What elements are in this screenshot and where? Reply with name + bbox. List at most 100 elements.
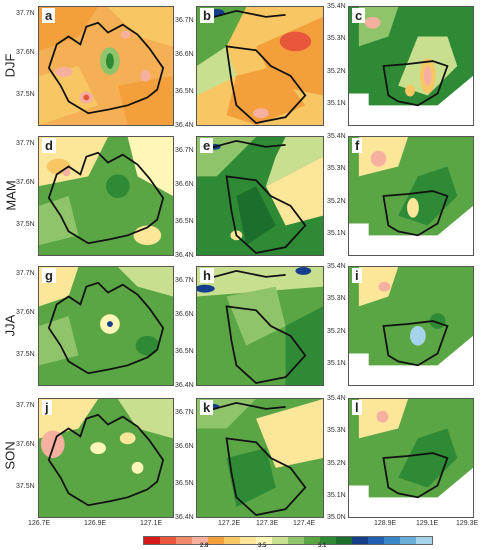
lat-tick: 35.1N (327, 492, 346, 499)
colorbar-swatch (208, 537, 224, 544)
lat-tick: 35.2N (327, 328, 346, 335)
lat-tick: 35.2N (327, 68, 346, 75)
map-panel-e: e (196, 136, 324, 256)
panel-label-h: h (200, 268, 214, 283)
panel-label-c: c (352, 8, 366, 23)
lat-tick: 36.5N (175, 480, 194, 487)
colorbar-label-mid: 3.5 (258, 543, 267, 549)
colorbar-swatch (176, 537, 192, 544)
map-panel-a: a (38, 6, 174, 126)
colorbar-label-high: 5.1 (318, 543, 327, 549)
lon-tick: 127.4E (293, 520, 316, 527)
lat-tick: 36.7N (175, 409, 194, 416)
lon-tick: 127.2E (218, 520, 241, 527)
lat-tick: 36.4N (175, 252, 194, 259)
colorbar-swatch (336, 537, 352, 544)
map-panel-j: j (38, 398, 174, 518)
colorbar-swatch (160, 537, 176, 544)
lat-tick: 35.2N (327, 460, 346, 467)
colorbar-label-low: 2.8 (200, 543, 209, 549)
lat-tick: 36.5N (175, 218, 194, 225)
lon-tick: 129.3E (456, 520, 479, 527)
panel-label-k: k (200, 400, 214, 415)
panel-label-d: d (42, 138, 56, 153)
season-label-djf: DJF (2, 53, 18, 78)
lat-tick: 37.5N (16, 483, 35, 490)
map-panel-c: c (348, 6, 474, 126)
colorbar-swatch (384, 537, 400, 544)
colorbar-swatch (416, 537, 432, 544)
panel-label-l: l (352, 400, 362, 415)
lat-tick: 37.5N (16, 91, 35, 98)
panel-label-g: g (42, 268, 56, 283)
lat-tick: 35.4N (327, 395, 346, 402)
lat-tick: 37.6N (16, 49, 35, 56)
lat-tick: 37.5N (16, 351, 35, 358)
lat-tick: 37.6N (16, 441, 35, 448)
map-panel-i: i (348, 266, 474, 386)
lat-tick: 37.7N (16, 140, 35, 147)
map-panel-k: k (196, 398, 324, 518)
map-panel-d: d (38, 136, 174, 256)
map-panel-f: f (348, 136, 474, 256)
lon-tick: 126.7E (28, 520, 51, 527)
panel-label-i: i (352, 268, 362, 283)
lat-tick: 35.4N (327, 3, 346, 10)
colorbar-swatch (400, 537, 416, 544)
lat-tick: 35.2N (327, 198, 346, 205)
panel-label-j: j (42, 400, 52, 415)
colorbar-swatch (352, 537, 368, 544)
map-panel-h: h (196, 266, 324, 386)
lat-tick: 36.6N (175, 51, 194, 58)
lat-tick: 36.7N (175, 17, 194, 24)
lat-tick: 36.4N (175, 514, 194, 521)
panel-label-e: e (200, 138, 214, 153)
lat-tick: 36.7N (175, 277, 194, 284)
lat-tick: 35.1N (327, 360, 346, 367)
lat-tick: 36.5N (175, 88, 194, 95)
lat-tick: 36.5N (175, 348, 194, 355)
colorbar-swatch (272, 537, 288, 544)
lat-tick: 36.4N (175, 382, 194, 389)
panel-label-f: f (352, 138, 363, 153)
colorbar-swatch (304, 537, 320, 544)
lat-tick: 35.3N (327, 427, 346, 434)
colorbar-swatch (368, 537, 384, 544)
colorbar-swatch (240, 537, 256, 544)
lat-tick: 36.6N (175, 311, 194, 318)
colorbar-swatch (224, 537, 240, 544)
colorbar (143, 536, 433, 545)
lat-tick: 37.5N (16, 221, 35, 228)
colorbar-swatch (256, 537, 272, 544)
lon-tick: 126.9E (84, 520, 107, 527)
lat-tick: 36.4N (175, 122, 194, 129)
lat-tick: 35.3N (327, 295, 346, 302)
lat-tick: 37.6N (16, 309, 35, 316)
season-label-jja: JJA (2, 314, 18, 337)
lat-tick: 37.7N (16, 270, 35, 277)
lat-tick: 35.4N (327, 263, 346, 270)
lat-tick: 35.0N (327, 514, 346, 521)
lon-tick: 127.1E (140, 520, 163, 527)
colorbar-swatch (288, 537, 304, 544)
map-panel-g: g (38, 266, 174, 386)
lat-tick: 35.1N (327, 100, 346, 107)
lat-tick: 36.7N (175, 147, 194, 154)
lat-tick: 35.1N (327, 230, 346, 237)
panel-label-a: a (42, 8, 56, 23)
map-panel-b: b (196, 6, 324, 126)
colorbar-swatch (144, 537, 160, 544)
lon-tick: 128.9E (374, 520, 397, 527)
colorbar-swatch (192, 537, 208, 544)
lat-tick: 37.7N (16, 10, 35, 17)
lat-tick: 37.6N (16, 179, 35, 186)
lat-tick: 36.6N (175, 443, 194, 450)
map-panel-l: l (348, 398, 474, 518)
lat-tick: 37.7N (16, 402, 35, 409)
lon-tick: 129.1E (416, 520, 439, 527)
lon-tick: 127.3E (256, 520, 279, 527)
lat-tick: 35.3N (327, 35, 346, 42)
lat-tick: 36.6N (175, 181, 194, 188)
colorbar-swatch (320, 537, 336, 544)
lat-tick: 35.3N (327, 165, 346, 172)
